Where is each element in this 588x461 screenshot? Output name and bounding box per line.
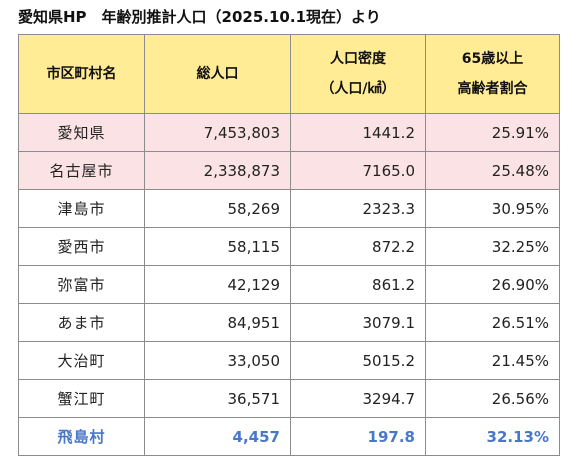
population-density: 2323.3 [290,189,426,228]
municipality-name: 飛島村 [18,417,145,456]
municipality-name: あま市 [18,303,145,342]
total-population: 58,269 [144,189,291,228]
header-population-density: 人口密度 （人口/㎢） [290,34,426,114]
elderly-ratio: 25.91% [425,113,560,152]
population-density: 5015.2 [290,341,426,380]
elderly-ratio: 25.48% [425,151,560,190]
population-density: 872.2 [290,227,426,266]
population-density: 3294.7 [290,379,426,418]
municipality-name: 愛知県 [18,113,145,152]
total-population: 36,571 [144,379,291,418]
table-row: 名古屋市 2,338,873 7165.0 25.48% [18,151,560,190]
page-title: 愛知県HP 年齢別推計人口（2025.10.1現在）より [18,8,381,26]
table-row: 愛西市 58,115 872.2 32.25% [18,227,560,266]
total-population: 7,453,803 [144,113,291,152]
table-row: 津島市 58,269 2323.3 30.95% [18,189,560,228]
population-density: 861.2 [290,265,426,304]
municipality-name: 名古屋市 [18,151,145,190]
population-density: 3079.1 [290,303,426,342]
total-population: 84,951 [144,303,291,342]
table-row: 蟹江町 36,571 3294.7 26.56% [18,379,560,418]
municipality-name: 蟹江町 [18,379,145,418]
table-row: 飛島村 4,457 197.8 32.13% [18,417,560,456]
total-population: 4,457 [144,417,291,456]
municipality-name: 津島市 [18,189,145,228]
population-density: 197.8 [290,417,426,456]
municipality-name: 大治町 [18,341,145,380]
elderly-ratio: 26.56% [425,379,560,418]
table-row: 愛知県 7,453,803 1441.2 25.91% [18,113,560,152]
total-population: 2,338,873 [144,151,291,190]
table-row: 大治町 33,050 5015.2 21.45% [18,341,560,380]
header-elderly-ratio: 65歳以上 高齢者割合 [425,34,560,114]
elderly-ratio: 26.51% [425,303,560,342]
municipality-name: 愛西市 [18,227,145,266]
total-population: 33,050 [144,341,291,380]
header-municipality: 市区町村名 [18,34,145,114]
elderly-ratio: 26.90% [425,265,560,304]
table-row: 弥富市 42,129 861.2 26.90% [18,265,560,304]
elderly-ratio: 21.45% [425,341,560,380]
header-total-population: 総人口 [144,34,291,114]
elderly-ratio: 32.13% [425,417,560,456]
municipality-name: 弥富市 [18,265,145,304]
total-population: 58,115 [144,227,291,266]
table-header-row: 市区町村名 総人口 人口密度 （人口/㎢） 65歳以上 高齢者割合 [18,34,560,114]
population-density: 7165.0 [290,151,426,190]
elderly-ratio: 32.25% [425,227,560,266]
table-row: あま市 84,951 3079.1 26.51% [18,303,560,342]
population-table: 市区町村名 総人口 人口密度 （人口/㎢） 65歳以上 高齢者割合 愛知県 7,… [18,34,560,456]
population-density: 1441.2 [290,113,426,152]
elderly-ratio: 30.95% [425,189,560,228]
total-population: 42,129 [144,265,291,304]
